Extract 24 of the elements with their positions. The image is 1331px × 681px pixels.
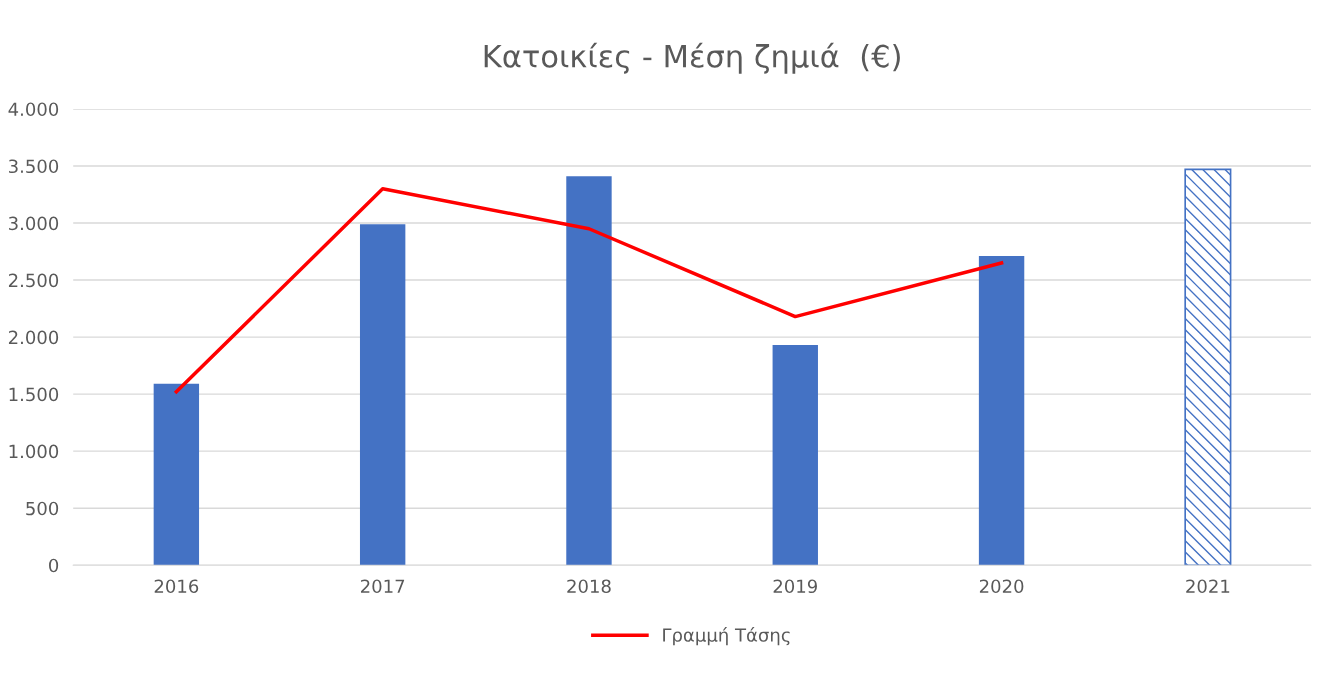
y-tick-label: 4.000 — [8, 102, 59, 117]
line-series — [174, 187, 1004, 394]
x-tick-label: 2016 — [154, 579, 199, 594]
y-tick-label: 1.500 — [9, 387, 59, 402]
x-tick-label: 2019 — [773, 579, 817, 594]
x-tick-label: 2021 — [1186, 579, 1230, 594]
y-tick-label: 2.500 — [8, 273, 59, 288]
bar — [978, 256, 1025, 566]
bar — [1184, 168, 1232, 566]
x-tick-label: 2017 — [361, 579, 405, 594]
x-tick-label: 2020 — [979, 579, 1024, 594]
y-tick-label: 0 — [49, 558, 59, 573]
x-tick-label: 2018 — [567, 579, 611, 594]
bar — [772, 345, 818, 566]
y-tick-label: 500 — [26, 501, 59, 516]
y-tick-label: 2.000 — [8, 330, 59, 345]
y-tick-label: 3.000 — [9, 216, 59, 231]
bar — [566, 176, 612, 566]
y-tick-label: 3.500 — [9, 159, 59, 174]
y-tick-label: 1.000 — [9, 444, 59, 459]
legend-label: Γραμμή Τάσης — [663, 627, 790, 646]
chart-title: Κατοικίες - Μέση ζημιά (€) — [484, 42, 900, 74]
bar — [153, 383, 200, 566]
bar — [359, 224, 406, 566]
